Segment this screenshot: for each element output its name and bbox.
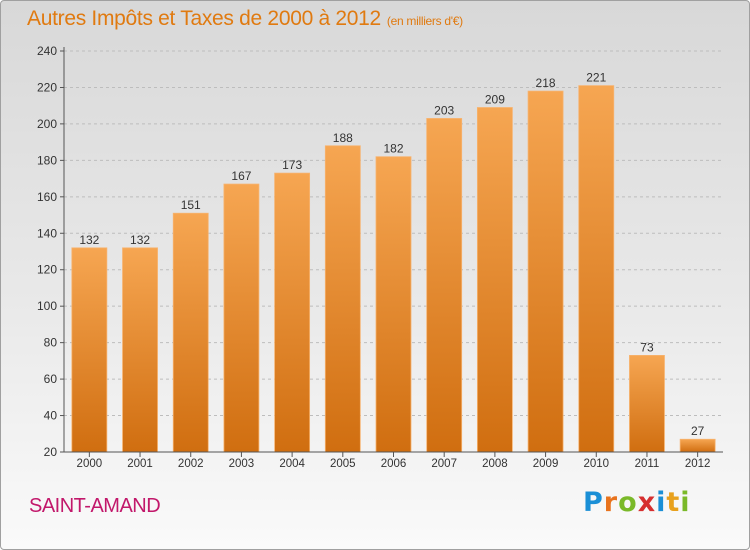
bar [122, 247, 158, 453]
logo-letter: r [603, 487, 619, 518]
x-tick-label: 2004 [279, 458, 305, 470]
bar-value-label: 167 [231, 169, 251, 183]
chart-title: Autres Impôts et Taxes de 2000 à 2012 (en… [27, 7, 463, 31]
commune-name: SAINT-AMAND [29, 495, 161, 517]
y-tick-label: 60 [44, 372, 58, 386]
logo-letter: P [583, 487, 604, 518]
bar [223, 183, 260, 453]
bar-value-label: 203 [434, 103, 454, 117]
logo-letter: t [666, 487, 681, 518]
y-tick-label: 80 [44, 336, 58, 350]
bar [679, 438, 716, 453]
bar-value-label: 132 [79, 233, 99, 247]
proxiti-logo: Proxiti [583, 487, 691, 518]
bar-value-label: 188 [333, 131, 353, 145]
x-tick-label: 2012 [685, 458, 711, 470]
x-tick-label: 2011 [635, 458, 660, 470]
y-tick-label: 160 [37, 190, 57, 204]
x-tick-label: 2008 [482, 458, 508, 470]
bar-value-label: 73 [640, 340, 654, 354]
y-tick-label: 240 [37, 44, 57, 58]
logo-letter: i [656, 487, 667, 518]
bar-value-label: 209 [485, 93, 505, 107]
x-tick-label: 2001 [127, 458, 153, 470]
axes: 20 40 60 80 100 120 140 160 180 200 220 240 2000 2001… [37, 44, 723, 470]
y-tick-label: 180 [37, 153, 57, 167]
bar [476, 107, 513, 453]
bar-value-label: 132 [130, 233, 150, 247]
bar-value-label: 27 [691, 424, 705, 438]
bar [324, 145, 361, 453]
y-tick-label: 120 [37, 263, 57, 277]
x-tick-label: 2010 [583, 458, 609, 470]
bar [71, 247, 108, 453]
y-tick-label: 20 [44, 445, 58, 459]
bar [274, 172, 311, 453]
bar [426, 118, 463, 453]
logo-letter: o [618, 487, 638, 518]
x-tick-label: 2006 [381, 458, 407, 470]
bar-value-label: 221 [586, 71, 606, 85]
data-labels: 132 132 151 167 173 188 182 203 209 218 221 73 27 [79, 71, 704, 439]
logo-letter: x [637, 487, 657, 518]
y-tick-label: 40 [44, 409, 58, 423]
bar [172, 212, 209, 453]
bar [527, 90, 564, 453]
y-tick-label: 220 [37, 80, 57, 94]
bar [375, 156, 412, 453]
x-tick-label: 2000 [77, 458, 103, 470]
bar-value-label: 218 [536, 76, 556, 90]
x-tick-label: 2002 [178, 458, 204, 470]
x-tick-label: 2007 [431, 458, 457, 470]
bar [578, 85, 615, 453]
bar [629, 354, 665, 453]
chart-title-text: Autres Impôts et Taxes de 2000 à 2012 [27, 7, 381, 30]
chart-unit: (en milliers d'€) [386, 14, 463, 28]
x-tick-label: 2003 [229, 458, 255, 470]
y-tick-label: 140 [37, 226, 57, 240]
y-tick-label: 200 [37, 117, 57, 131]
bar-value-label: 173 [282, 158, 302, 172]
x-tick-label: 2005 [330, 458, 356, 470]
y-tick-label: 100 [37, 299, 57, 313]
bar-value-label: 151 [181, 198, 201, 212]
x-tick-label: 2009 [533, 458, 559, 470]
bars [71, 85, 716, 453]
logo-letter: i [680, 487, 691, 518]
bar-value-label: 182 [383, 142, 403, 156]
